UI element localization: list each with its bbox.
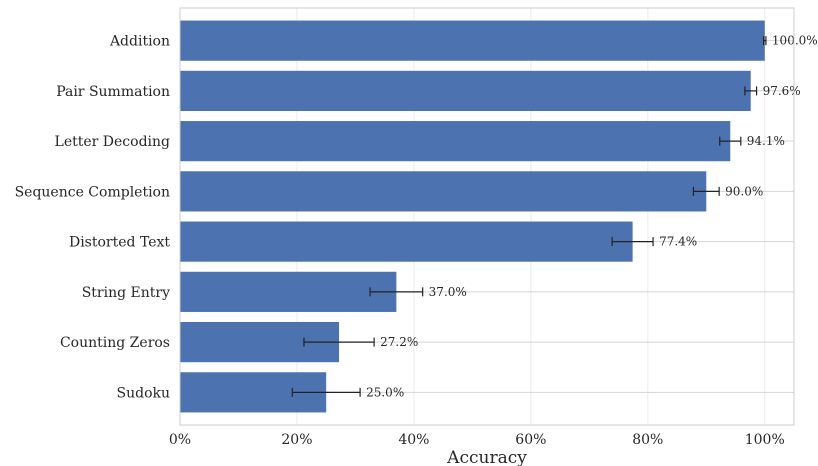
bar <box>180 70 751 111</box>
value-labels: 100.0% 97.6% 94.1% 90.0% 77.4% 37.0% 27.2% 25.0… <box>366 34 818 400</box>
x-tick-label: 0% <box>169 432 191 448</box>
value-label: 37.0% <box>429 285 467 299</box>
value-label: 25.0% <box>366 385 404 399</box>
category-label: Addition <box>109 34 170 50</box>
category-label: Letter Decoding <box>55 134 170 150</box>
category-label: Pair Summation <box>56 84 170 100</box>
value-label: 90.0% <box>725 184 763 198</box>
category-label: Sequence Completion <box>15 184 170 200</box>
bars <box>180 20 765 413</box>
category-label: Distorted Text <box>69 235 170 251</box>
category-label: Counting Zeros <box>60 335 170 351</box>
x-tick-labels: 0% 20% 40% 60% 80% 100% <box>169 432 785 448</box>
value-label: 27.2% <box>380 335 418 349</box>
category-label: Sudoku <box>117 385 171 401</box>
bar <box>180 221 633 262</box>
x-tick-label: 60% <box>515 432 546 448</box>
category-labels: Addition Pair Summation Letter Decoding Seq… <box>15 34 171 402</box>
plot-background <box>180 8 794 425</box>
value-label: 77.4% <box>659 235 697 249</box>
value-label: 97.6% <box>763 84 801 98</box>
x-tick-label: 80% <box>632 432 663 448</box>
x-tick-label: 20% <box>281 432 312 448</box>
error-bars <box>291 36 767 397</box>
x-tick-label: 100% <box>745 432 785 448</box>
x-axis-title: Accuracy <box>446 448 527 466</box>
x-tick-label: 40% <box>398 432 429 448</box>
value-label: 94.1% <box>747 134 785 148</box>
bar <box>180 20 765 61</box>
value-label: 100.0% <box>772 34 818 48</box>
plot-frame <box>179 7 795 426</box>
bar <box>180 171 707 212</box>
bar <box>180 121 731 162</box>
bar <box>180 271 397 312</box>
category-label: String Entry <box>82 285 170 301</box>
